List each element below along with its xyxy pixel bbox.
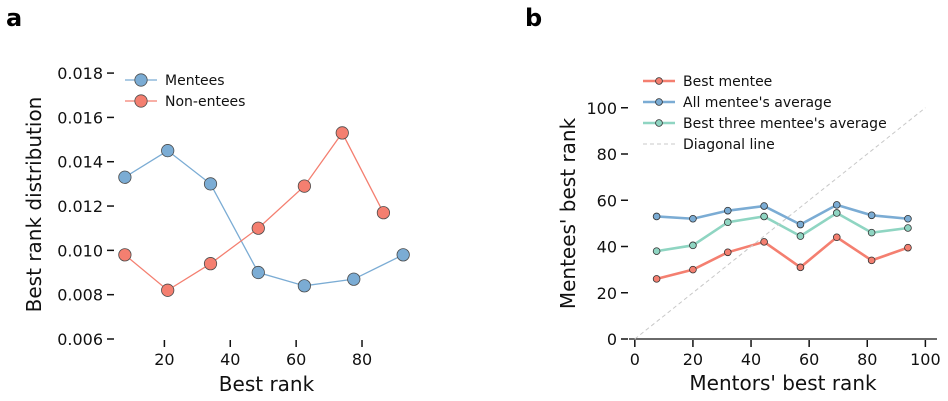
- data-point: [796, 232, 805, 240]
- data-point: [867, 228, 876, 237]
- data-point: [652, 247, 661, 255]
- data-point: [723, 206, 732, 215]
- x-tick-label: 80: [352, 350, 372, 369]
- x-tick-label: 20: [154, 350, 174, 369]
- data-point: [396, 248, 410, 262]
- data-point: [161, 144, 175, 158]
- data-point: [904, 214, 912, 223]
- series-line: [124, 131, 384, 292]
- panel-letter-a: a: [6, 4, 22, 32]
- x-tick-label: 60: [799, 350, 819, 369]
- y-tick-label: 40: [597, 238, 617, 257]
- series-line: [656, 203, 909, 226]
- data-point: [251, 221, 265, 235]
- chart-panel-b: 0 20 40 60 80 100 0 20 40 60 80 100 Mentors' best ra…: [556, 74, 941, 395]
- y-axis-title: Best rank distribution: [22, 97, 46, 313]
- data-point: [796, 263, 805, 272]
- y-tick-label: 0.012: [57, 197, 103, 216]
- data-point: [652, 212, 661, 221]
- series-line-diagonal: [634, 107, 926, 340]
- series-line: [656, 235, 909, 281]
- data-point: [297, 179, 311, 193]
- x-tick-label: 60: [286, 350, 306, 369]
- data-point: [689, 214, 697, 223]
- x-tick-label: 0: [630, 350, 640, 369]
- legend-marker: [655, 98, 663, 106]
- data-point: [335, 126, 349, 140]
- data-point: [760, 202, 768, 210]
- data-point: [347, 272, 361, 286]
- y-tick-label: 100: [586, 99, 617, 118]
- x-axis-title: Best rank: [219, 372, 315, 396]
- legend-label: Best three mentee's average: [683, 116, 887, 132]
- legend-marker: [655, 77, 663, 85]
- legend-label: Best mentee: [683, 74, 772, 90]
- x-axis-title: Mentors' best rank: [689, 371, 877, 395]
- y-tick-label: 0.008: [57, 286, 103, 305]
- y-tick-label: 60: [597, 191, 617, 210]
- legend-marker: [134, 94, 148, 108]
- data-point: [652, 275, 661, 283]
- data-point: [203, 177, 218, 191]
- y-tick-label: 0.018: [57, 64, 103, 83]
- data-point: [689, 265, 697, 274]
- series-line: [656, 211, 909, 253]
- data-point: [796, 220, 805, 229]
- y-tick-label: 0: [607, 330, 617, 349]
- data-point: [297, 279, 311, 293]
- x-tick-label: 40: [220, 350, 240, 369]
- data-point: [867, 256, 876, 265]
- data-point: [904, 243, 912, 252]
- y-tick-label: 0.014: [57, 153, 103, 172]
- data-point: [689, 241, 697, 250]
- legend-label: Diagonal line: [683, 137, 775, 153]
- x-tick-label: 20: [683, 350, 703, 369]
- data-point: [832, 201, 841, 209]
- x-tick-label: 40: [741, 350, 761, 369]
- data-point: [203, 257, 218, 271]
- panel-letter-b: b: [525, 4, 542, 32]
- data-point: [161, 283, 175, 297]
- y-tick-label: 0.010: [57, 241, 103, 260]
- legend-label: Non-entees: [165, 94, 245, 110]
- legend-label: All mentee's average: [683, 95, 832, 111]
- chart-panel-a: 0.006 0.008 0.010 0.012 0.014 0.016 0.018 20 40 6…: [22, 64, 410, 396]
- data-point: [832, 209, 841, 217]
- data-point: [760, 238, 768, 246]
- data-point: [376, 206, 391, 220]
- legend-marker: [655, 119, 663, 127]
- x-tick-label: 80: [857, 350, 877, 369]
- data-point: [867, 211, 876, 220]
- y-axis-title: Mentees' best rank: [556, 117, 580, 309]
- legend-label: Mentees: [165, 73, 225, 89]
- data-point: [723, 248, 732, 257]
- data-point: [118, 170, 132, 184]
- legend-marker: [134, 73, 148, 87]
- y-tick-label: 80: [597, 145, 617, 164]
- data-point: [760, 212, 768, 221]
- data-point: [723, 218, 732, 227]
- data-point: [251, 265, 265, 280]
- data-point: [118, 248, 132, 262]
- y-tick-label: 0.016: [57, 108, 103, 127]
- data-point: [832, 233, 841, 242]
- data-point: [904, 224, 912, 232]
- x-tick-label: 100: [910, 350, 941, 369]
- y-tick-label: 0.006: [57, 330, 103, 349]
- y-tick-label: 20: [597, 284, 617, 303]
